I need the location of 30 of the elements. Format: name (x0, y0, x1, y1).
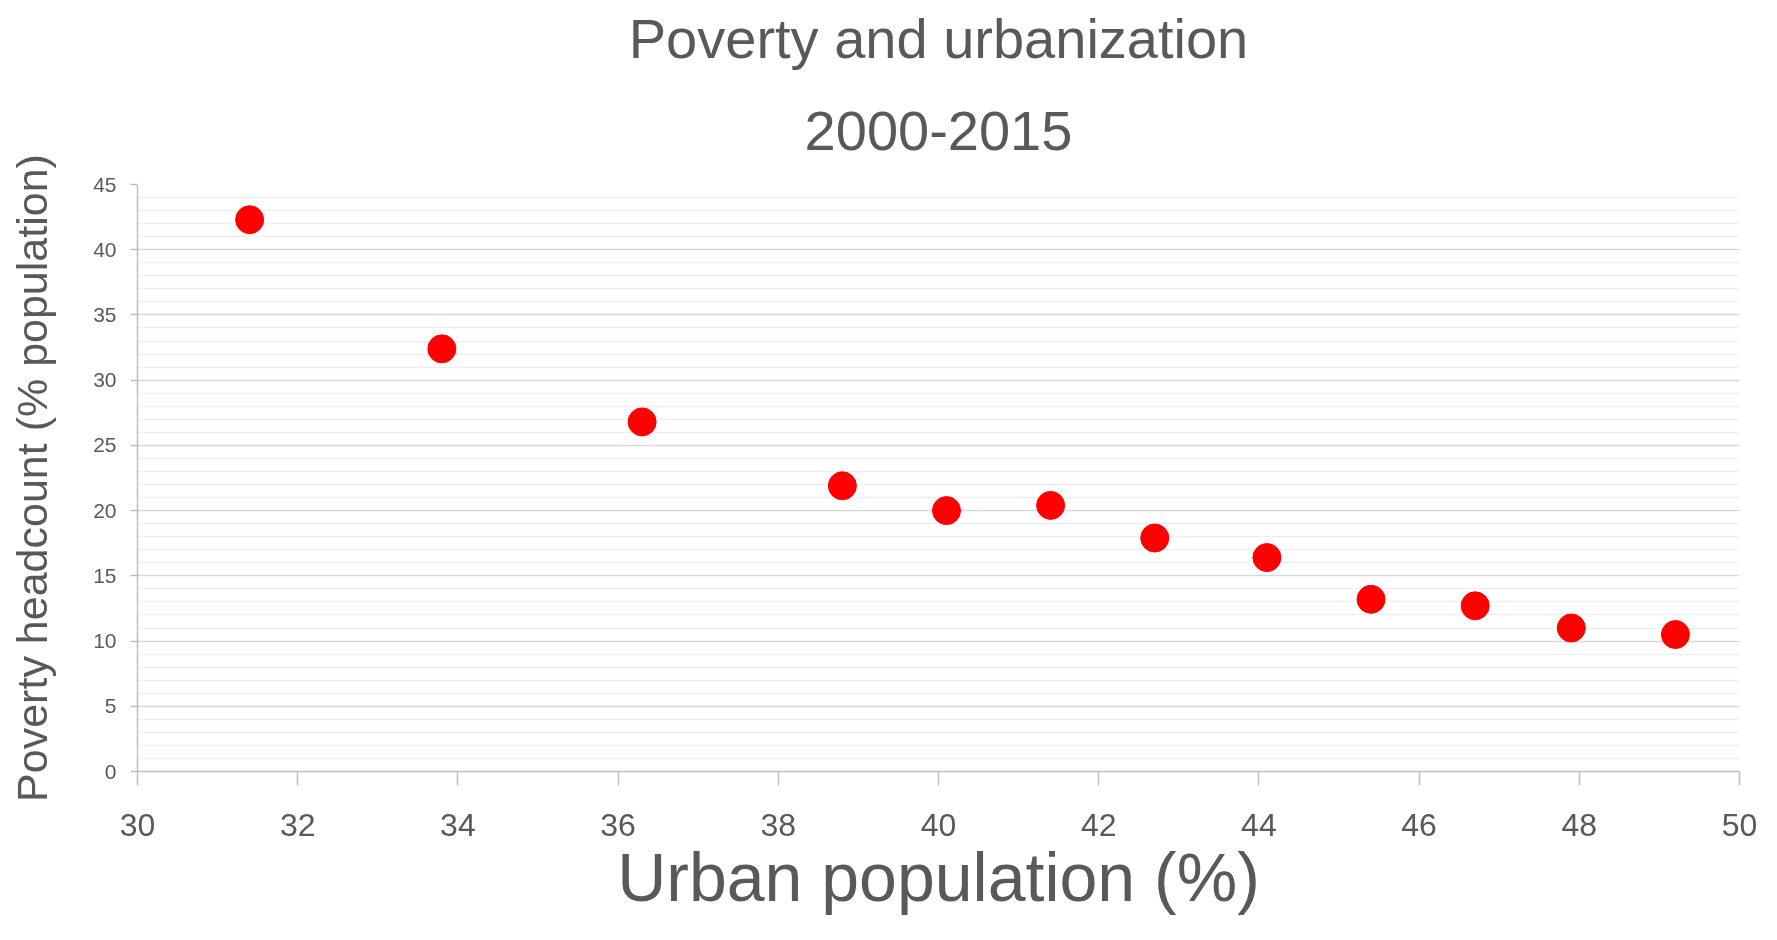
point (1036, 490, 1066, 520)
point (427, 334, 457, 364)
point (627, 407, 657, 437)
point (1356, 584, 1386, 614)
y-tick-label: 30 (93, 368, 117, 392)
y-tick-label: 10 (93, 629, 117, 653)
y-tick-label: 20 (93, 498, 117, 522)
point (1660, 620, 1690, 650)
y-tick-label: 35 (93, 302, 117, 326)
y-tick-label: 40 (93, 237, 117, 261)
x-tick-label: 34 (440, 806, 476, 843)
point (1556, 613, 1586, 643)
point (1140, 523, 1170, 553)
point (827, 471, 857, 501)
point (1460, 591, 1490, 621)
x-tick-label: 46 (1401, 806, 1437, 843)
point (1252, 543, 1282, 573)
point (932, 496, 962, 526)
x-tick-label: 50 (1721, 806, 1758, 843)
y-axis-title: Poverty headcount (% population) (8, 154, 57, 802)
chart-title: Poverty and urbanization (628, 7, 1249, 70)
y-tick-label: 25 (93, 433, 117, 457)
chart-subtitle: 2000-2015 (804, 98, 1073, 162)
y-tick-label: 15 (93, 563, 117, 587)
y-tick-label: 0 (104, 759, 117, 783)
y-tick-label: 5 (104, 694, 117, 718)
y-tick-label: 45 (93, 172, 117, 196)
x-tick-label: 32 (279, 806, 316, 843)
point (235, 205, 265, 235)
x-tick-label: 48 (1561, 806, 1598, 843)
